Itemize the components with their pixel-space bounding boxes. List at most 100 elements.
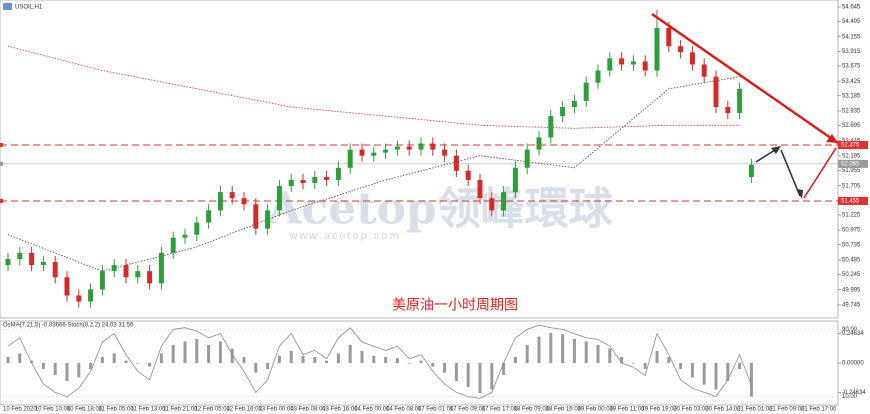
osma-bar <box>714 363 718 390</box>
candle-body <box>253 204 259 229</box>
osma-bar <box>702 363 706 385</box>
candle-body <box>135 271 141 278</box>
y-tick-label: 50.245 <box>842 272 861 278</box>
y-tick-label: 49.995 <box>842 287 861 293</box>
candle-body <box>642 61 648 71</box>
osma-bar <box>395 358 399 363</box>
level-marker <box>0 161 3 166</box>
x-tick-label: 20 Feb 14:00 <box>705 407 741 413</box>
level-marker <box>0 143 3 148</box>
osma-bar <box>726 363 730 381</box>
x-tick-label: 12 Feb 05:00 <box>195 407 231 413</box>
osma-bar <box>372 355 376 363</box>
osma-bar <box>655 351 659 363</box>
osma-bar <box>407 363 411 364</box>
osma-bar <box>207 345 211 363</box>
osma-bar <box>679 363 683 369</box>
x-tick-label: 11 Feb 13:00 <box>131 407 167 413</box>
osma-bar <box>443 363 447 373</box>
price-tag-label: 51.455 <box>841 199 860 205</box>
x-tick-label: 18 Feb 09:00 <box>514 407 550 413</box>
candle-body <box>147 271 153 284</box>
osma-bar <box>667 357 671 363</box>
forecast-arrow <box>803 147 837 199</box>
osma-bar <box>325 360 329 363</box>
osma-bar <box>195 339 199 363</box>
y-tick-label: 51.225 <box>842 213 861 219</box>
osma-bar <box>513 357 517 363</box>
osma-bar <box>537 336 541 363</box>
y-tick-label: 51.955 <box>842 168 861 174</box>
candle-body <box>76 295 82 302</box>
osma-bar <box>549 333 553 363</box>
y-tick-label: 50.735 <box>842 242 861 248</box>
candle-body <box>489 198 495 211</box>
candle-body <box>182 234 188 238</box>
candle-body <box>40 262 46 266</box>
osma-bar <box>254 363 258 373</box>
arrow-head <box>771 146 781 154</box>
candle-body <box>17 252 23 260</box>
x-tick-label: 17 Feb 17:00 <box>482 407 518 413</box>
candle-body <box>418 143 424 150</box>
candle-body <box>359 149 365 156</box>
osma-bar <box>419 360 423 363</box>
candle-body <box>678 46 684 53</box>
osma-bar <box>620 357 624 363</box>
x-tick-label: 21 Feb 17:00 <box>801 407 837 413</box>
arrow-head <box>796 189 803 199</box>
osma-bar <box>18 353 22 363</box>
candle-body <box>512 167 518 193</box>
y-tick-label: 54.155 <box>842 34 861 40</box>
price-tag <box>838 159 868 168</box>
y-tick-label: 53.675 <box>842 64 861 70</box>
main-panel <box>0 0 839 319</box>
candle-body <box>300 179 306 184</box>
annotation: 美原油一小时周期图 <box>392 297 518 313</box>
y-tick-label: 54.405 <box>842 19 861 25</box>
candle-body <box>52 262 58 278</box>
candle-body <box>607 58 613 71</box>
candle-body <box>229 192 235 199</box>
x-tick-label: 20 Feb 03:00 <box>673 407 709 413</box>
oscillator-title: OsMA(7,21,5) -0.03666 Stoch(8,2,2) 24.03… <box>3 323 134 329</box>
chart-title: USOIL,H1 <box>15 5 43 11</box>
y-tick-label: 52.195 <box>842 154 861 160</box>
osma-bar <box>124 360 128 363</box>
osma-bar <box>218 341 222 363</box>
candle-body <box>394 146 400 150</box>
osma-bar <box>148 363 152 367</box>
candle-body <box>571 100 577 108</box>
x-tick-label: 18 Feb 16:00 <box>546 407 582 413</box>
candle-body <box>442 149 448 156</box>
y-tick-label: 49.745 <box>842 303 861 309</box>
price-tag <box>838 141 868 150</box>
stoch-tick-label: 10.00 <box>842 394 858 400</box>
candle-body <box>347 149 353 168</box>
x-tick-label: 13 Feb 08:00 <box>290 407 326 413</box>
candle-body <box>312 176 318 184</box>
stoch-line <box>7 324 752 399</box>
price-tag-label: 52.065 <box>841 161 860 167</box>
forecast-arrow <box>780 149 801 197</box>
candle-body <box>276 186 282 211</box>
osma-bar <box>608 348 612 363</box>
moving-average <box>7 76 740 272</box>
osma-bar <box>749 363 753 397</box>
osma-bar <box>277 355 281 363</box>
candle-body <box>501 192 507 211</box>
candle-body <box>465 170 471 180</box>
osma-bar <box>53 363 57 375</box>
osma-bar <box>159 353 163 363</box>
candle-body <box>64 277 70 296</box>
watermark: Acetop领峰環球 <box>266 184 613 235</box>
y-tick-label: 53.915 <box>842 49 861 55</box>
candle-body <box>666 27 672 47</box>
osma-bar <box>572 339 576 363</box>
candle-body <box>111 265 117 272</box>
x-tick-label: 10 Feb 2020 <box>3 407 37 413</box>
x-tick-label: 12 Feb 16:00 <box>226 407 262 413</box>
osma-bar <box>478 363 482 393</box>
osma-bar <box>6 357 10 363</box>
candle-body <box>383 149 389 153</box>
